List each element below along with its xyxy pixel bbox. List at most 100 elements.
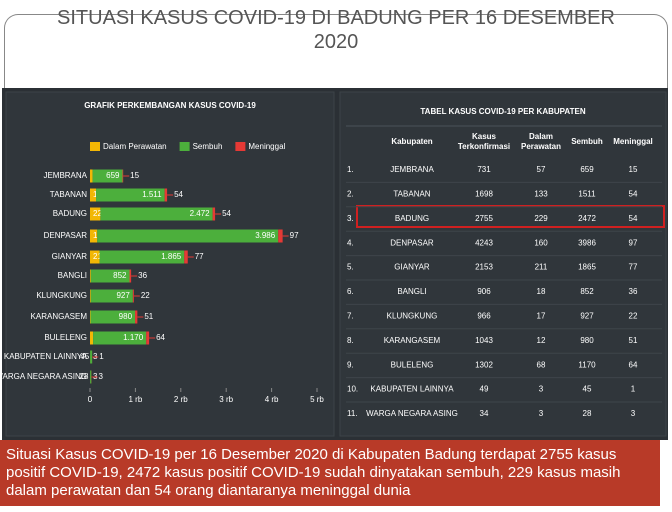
table-cell: 97: [629, 238, 638, 247]
table-cell: 1.: [347, 165, 354, 174]
data-label: 54: [174, 190, 183, 199]
bar-segment: [90, 289, 133, 303]
legend-swatch: [179, 142, 190, 151]
table-title: TABEL KASUS COVID-19 PER KABUPATEN: [420, 107, 585, 116]
y-tick-label: JEMBRANA: [43, 171, 87, 180]
data-label: 980: [119, 312, 133, 321]
bar-segment: [90, 310, 91, 324]
data-label: 3: [99, 372, 104, 381]
table-cell: 64: [629, 360, 638, 369]
table-cell: 229: [534, 214, 548, 223]
table-cell: 133: [534, 190, 548, 199]
x-tick-label: 3 rb: [219, 395, 233, 404]
y-tick-label: GIANYAR: [52, 252, 88, 261]
table-cell: 659: [580, 165, 594, 174]
legend-swatch: [90, 142, 100, 151]
table-cell: 1302: [475, 360, 493, 369]
data-label: 1.511: [142, 190, 162, 199]
bar-segment: [122, 169, 124, 183]
table-cell: 34: [480, 409, 489, 418]
table-cell: WARGA NEGARA ASING: [366, 409, 458, 418]
data-label: 77: [195, 252, 204, 261]
table-cell: DENPASAR: [390, 238, 434, 247]
bar-segment: [90, 310, 136, 324]
data-label: 1: [99, 352, 104, 361]
bar-segment: [184, 250, 188, 264]
data-label: 1.170: [123, 333, 144, 342]
table-cell: 3.: [347, 214, 354, 223]
highlight: [356, 205, 665, 228]
table-cell: 9.: [347, 360, 354, 369]
bar-segment: [212, 207, 216, 221]
bar-segment: [146, 331, 150, 345]
data-label: 852: [113, 271, 127, 280]
table-cell: 12: [537, 336, 546, 345]
table-cell: JEMBRANA: [390, 165, 434, 174]
table-header: Meninggal: [613, 137, 653, 146]
bar-segment: [92, 169, 123, 183]
table-cell: 36: [629, 287, 638, 296]
table-cell: 4243: [475, 238, 493, 247]
table-cell: 927: [580, 312, 594, 321]
y-tick-label: KLUNGKUNG: [36, 291, 87, 300]
x-tick-label: 1 rb: [129, 395, 143, 404]
data-label: 927: [116, 291, 130, 300]
bar-segment: [97, 229, 279, 243]
y-tick-label: KABUPATEN LAINNYA: [4, 352, 88, 361]
table-cell: 1170: [578, 360, 596, 369]
table-cell: GIANYAR: [394, 263, 430, 272]
data-label: 659: [106, 171, 120, 180]
bar-segment: [90, 229, 98, 243]
table-cell: 10.: [347, 385, 358, 394]
bar-segment: [90, 169, 93, 183]
bar-segment: [90, 331, 94, 345]
data-label: 2.472: [190, 209, 211, 218]
bar-segment: [93, 331, 147, 345]
table-cell: 2153: [475, 263, 493, 272]
table-cell: 2755: [475, 214, 493, 223]
table-cell: 1698: [475, 190, 493, 199]
table-cell: 2472: [578, 214, 596, 223]
table-cell: 1511: [578, 190, 596, 199]
table-cell: 3: [539, 409, 544, 418]
table-header: Sembuh: [571, 137, 603, 146]
table-header: Kabupaten: [391, 137, 432, 146]
table-cell: 51: [629, 336, 638, 345]
y-tick-label: DENPASAR: [44, 231, 88, 240]
table-cell: BULELENG: [391, 360, 434, 369]
table-cell: KABUPATEN LAINNYA: [370, 385, 454, 394]
legend-label: Meninggal: [248, 142, 285, 151]
legend-label: Dalam Perawatan: [103, 142, 167, 151]
bar-segment: [90, 207, 101, 221]
table-cell: 11.: [347, 409, 358, 418]
table-cell: 54: [629, 214, 638, 223]
legend-label: Sembuh: [193, 142, 223, 151]
table-cell: KLUNGKUNG: [387, 312, 438, 321]
table-cell: 15: [629, 165, 638, 174]
table-cell: BADUNG: [395, 214, 429, 223]
data-label: 15: [130, 171, 139, 180]
data-label: 3.986: [255, 231, 276, 240]
bar-segment: [96, 188, 165, 202]
caption: Situasi Kasus COVID-19 per 16 Desember 2…: [0, 440, 660, 506]
table-cell: 1043: [475, 336, 493, 345]
y-tick-label: WARGA NEGARA ASING: [0, 372, 87, 381]
table-cell: TABANAN: [393, 190, 430, 199]
table-header: Dalam Perawatan: [521, 132, 561, 151]
legend-swatch: [235, 142, 246, 151]
bar-segment: [129, 269, 132, 283]
table-cell: 211: [535, 263, 548, 272]
y-tick-label: TABANAN: [50, 190, 87, 199]
dashboard: GRAFIK PERKEMBANGAN KASUS COVID-19 TABEL…: [0, 88, 668, 440]
y-tick-label: KARANGASEM: [31, 312, 88, 321]
bar-segment: [90, 269, 91, 283]
bar-segment: [90, 188, 97, 202]
table-cell: 2.: [347, 190, 354, 199]
bar-segment: [90, 289, 91, 303]
bar-segment: [100, 207, 213, 221]
card-frame: [4, 14, 668, 115]
bar-segment: [99, 250, 185, 264]
table-cell: 980: [580, 336, 594, 345]
data-label: 64: [156, 333, 165, 342]
